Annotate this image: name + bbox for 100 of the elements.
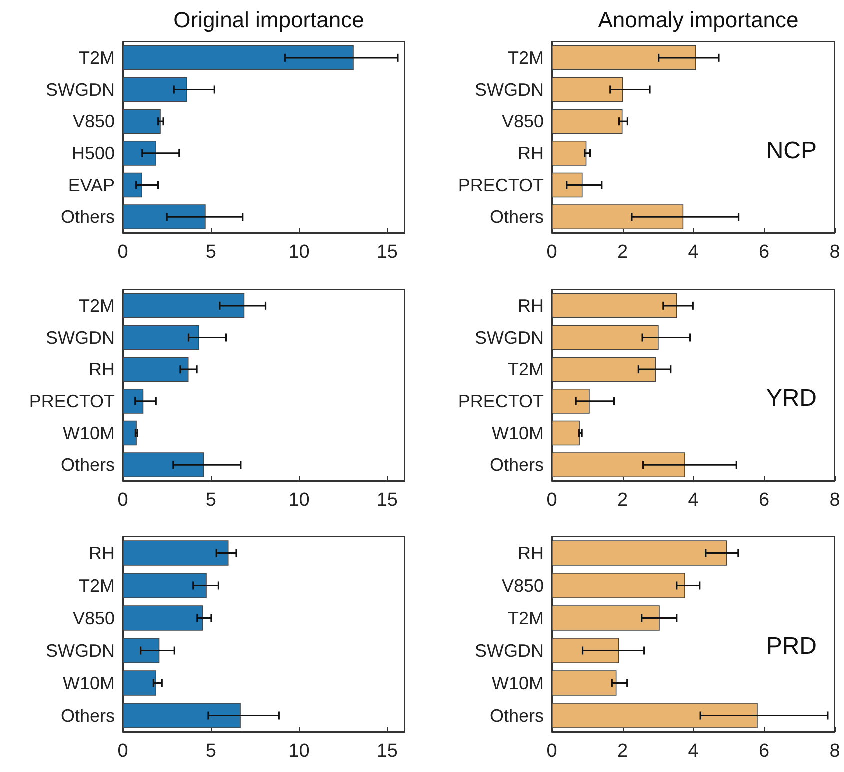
x-tick-label: 8 [830,741,840,762]
x-tick-label: 0 [118,490,128,511]
bar [123,46,354,70]
bar [552,77,624,102]
y-tick-label: V850 [502,576,544,596]
x-tick-label: 2 [617,741,628,762]
x-tick-label: 15 [376,741,398,762]
x-tick-label: 15 [376,490,398,511]
y-tick-label: RH [518,143,544,164]
y-tick-label: RH [518,543,544,564]
y-tick-label: V850 [72,112,115,132]
x-tick-label: 0 [546,490,558,511]
bar [123,141,156,166]
y-tick-label: W10M [492,673,544,694]
x-tick-label: 5 [206,741,216,762]
y-tick-label: SWGDN [46,80,115,100]
bar [552,46,696,70]
y-tick-label: V850 [502,112,544,132]
y-tick-label: SWGDN [475,328,544,348]
x-tick-label: 6 [758,490,770,511]
y-tick-label: T2M [508,48,544,68]
bar [552,172,583,198]
x-tick-label: 0 [546,741,558,762]
bar [123,540,229,566]
bar [123,420,137,446]
bar [123,357,189,382]
bar [123,294,245,318]
x-tick-label: 10 [288,490,310,511]
bar [123,325,200,350]
y-tick-label: PRECTOT [29,391,115,412]
bar [123,109,161,134]
y-tick-label: RH [89,543,115,564]
x-tick-label: 10 [288,741,310,762]
bar [123,452,204,478]
x-tick-label: 4 [688,490,700,511]
x-tick-label: 2 [617,242,628,263]
bar [552,294,678,318]
y-tick-label: T2M [79,296,115,316]
y-tick-label: Others [60,706,115,726]
bar [552,109,623,134]
bar [123,204,206,230]
bar [552,638,620,664]
y-tick-label: T2M [508,608,544,628]
bar [123,573,207,598]
y-tick-label: SWGDN [475,80,544,100]
y-tick-label: Others [490,455,544,476]
y-tick-label: Others [60,207,115,228]
y-tick-label: Others [490,207,544,228]
x-tick-label: 5 [206,490,216,511]
bar [552,606,660,631]
x-tick-label: 10 [288,242,310,263]
bar [123,172,142,198]
bar [552,389,590,414]
x-tick-label: 6 [758,741,770,762]
y-tick-label: H500 [72,143,115,164]
annotation: PRD [766,633,817,660]
y-tick-label: EVAP [68,175,115,196]
x-tick-label: 5 [206,242,216,263]
bar [552,540,728,566]
y-tick-label: T2M [79,48,115,68]
bar [552,141,587,166]
bar [552,325,659,350]
bar [552,357,656,382]
y-tick-label: T2M [508,360,544,380]
x-tick-label: 0 [546,242,558,263]
bar [123,670,156,696]
y-tick-label: SWGDN [46,640,115,661]
y-tick-label: RH [89,360,115,380]
annotation: NCP [766,138,817,164]
bar [123,606,204,631]
y-tick-label: V850 [72,608,115,628]
y-tick-label: W10M [492,423,544,444]
x-tick-label: 0 [118,242,128,263]
bar [552,204,684,230]
chart-title: Anomaly importance [598,8,799,32]
y-tick-label: PRECTOT [458,391,544,412]
y-tick-label: T2M [79,576,115,596]
y-tick-label: Others [490,706,544,726]
bar [552,420,580,446]
bar [552,703,758,728]
x-tick-label: 4 [688,242,700,263]
x-tick-label: 4 [688,741,700,762]
x-tick-label: 2 [617,490,628,511]
chart-title: Original importance [174,8,364,32]
annotation: YRD [766,385,817,412]
bar [552,670,617,696]
y-tick-label: SWGDN [46,328,115,348]
bar [123,389,144,414]
bar [123,638,160,664]
bar [552,573,686,598]
bar [552,452,686,478]
y-tick-label: PRECTOT [458,175,544,196]
bar [123,703,241,728]
x-tick-label: 8 [830,490,840,511]
x-tick-label: 15 [376,242,398,263]
y-tick-label: W10M [62,673,115,694]
x-tick-label: 6 [758,242,770,263]
x-tick-label: 0 [118,741,128,762]
x-tick-label: 8 [830,242,840,263]
y-tick-label: RH [518,296,544,316]
